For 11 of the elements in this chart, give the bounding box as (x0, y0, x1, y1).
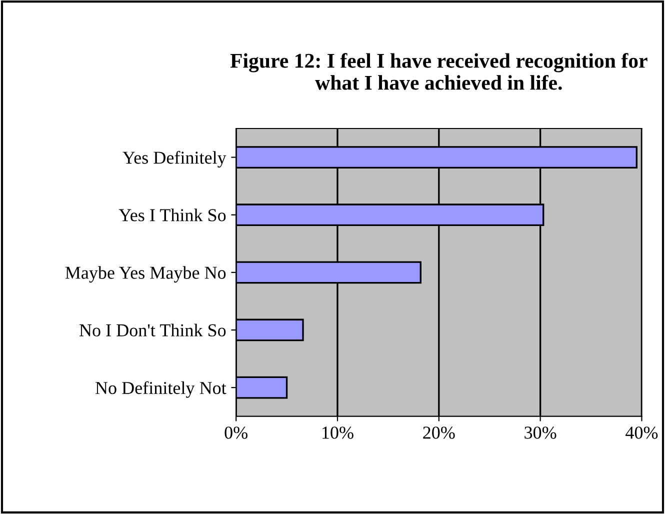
y-tick-label: Yes Definitely (122, 150, 226, 168)
y-tick-label: Maybe Yes Maybe No (65, 266, 226, 283)
x-tick-label: 10% (322, 426, 354, 439)
chart-title: Figure 12: I feel I have received recognition for what I have achieved in life. (230, 52, 648, 90)
x-tick-label: 20% (423, 426, 455, 439)
y-tick-label: Yes I Think So (118, 208, 226, 222)
y-tick-label: No I Don't Think So (79, 324, 226, 336)
y-tick-label: No Definitely Not (95, 381, 226, 398)
x-tick-label: 30% (524, 426, 556, 439)
x-tick-label: 0% (224, 426, 248, 439)
x-tick-label: 40% (626, 426, 658, 439)
